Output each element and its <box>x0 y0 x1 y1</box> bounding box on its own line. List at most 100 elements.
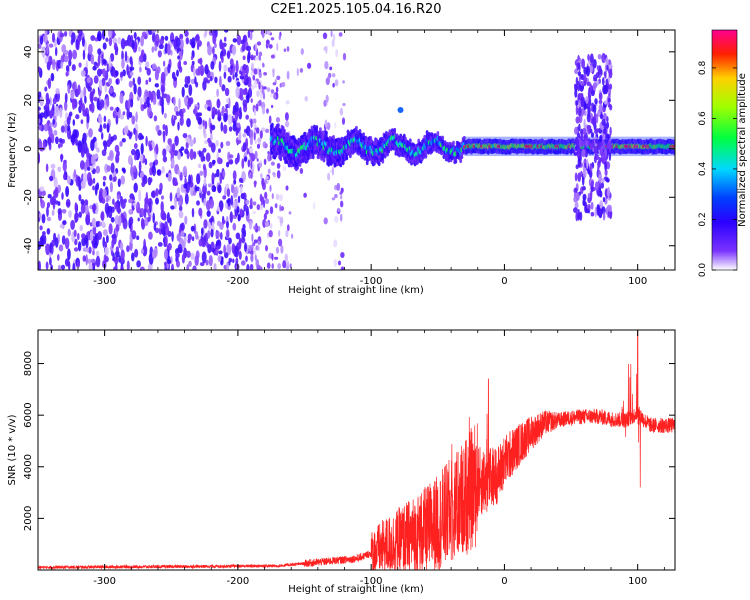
heatmap-cell <box>267 168 271 174</box>
heatmap-cell <box>196 173 201 185</box>
heatmap-cell <box>585 96 589 105</box>
heatmap-cell <box>108 223 113 235</box>
heatmap-cell <box>190 225 195 232</box>
heatmap-cell <box>67 248 71 261</box>
heatmap-cell <box>138 160 142 173</box>
heatmap-cell <box>63 55 69 63</box>
heatmap-cell <box>590 211 595 217</box>
heatmap-cell <box>79 97 83 109</box>
heatmap-cell <box>72 49 78 60</box>
heatmap-cell <box>159 95 162 106</box>
heatmap-cell <box>250 98 253 103</box>
snr-x-label: Height of straight line (km) <box>288 584 424 595</box>
heatmap-cell <box>70 219 75 230</box>
heatmap-cell <box>332 135 335 140</box>
heatmap-cell <box>64 237 70 250</box>
heatmap-cell <box>135 129 138 142</box>
heatmap-cell <box>135 111 138 123</box>
heatmap-cell <box>196 200 200 206</box>
heatmap-cell <box>130 165 134 177</box>
tracking-band-glow <box>464 136 675 157</box>
heatmap-cell <box>78 62 82 68</box>
heatmap-cell <box>252 122 257 129</box>
heatmap-cell <box>185 141 189 149</box>
heatmap-cell <box>215 108 218 115</box>
heatmap-cell <box>236 206 240 214</box>
heatmap-cell <box>146 68 151 76</box>
heatmap-cell <box>39 35 44 45</box>
heatmap-cell <box>128 209 132 215</box>
heatmap-cell <box>80 70 86 77</box>
heatmap-cell <box>89 91 94 103</box>
heatmap-cell <box>247 30 251 39</box>
heatmap-cell <box>280 206 285 211</box>
heatmap-cell <box>607 97 611 103</box>
heatmap-cell <box>303 131 307 137</box>
heatmap-cell <box>74 202 78 212</box>
heatmap-cell <box>286 224 290 232</box>
heatmap-cell <box>222 195 227 200</box>
heatmap-cell <box>249 136 253 146</box>
heatmap-cell <box>223 124 228 134</box>
heatmap-cell <box>46 206 49 218</box>
heatmap-cell <box>227 113 233 126</box>
heatmap-cell <box>223 112 228 123</box>
heatmap-cell <box>240 260 246 266</box>
heatmap-cell <box>303 192 307 198</box>
heatmap-cell <box>207 106 211 111</box>
heatmap-cell <box>220 141 224 149</box>
heatmap-cell <box>194 255 199 267</box>
heatmap-cell <box>160 71 166 84</box>
heatmap-cell <box>345 155 349 161</box>
heatmap-cell <box>73 229 77 238</box>
heatmap-cell <box>217 157 222 165</box>
heatmap-cell <box>223 30 229 33</box>
heatmap-cell <box>271 193 274 200</box>
heatmap-cell <box>249 32 253 41</box>
heatmap-cell <box>144 158 148 166</box>
heatmap-cell <box>109 174 113 181</box>
heatmap-cell <box>242 142 247 152</box>
heatmap-cell <box>160 201 164 213</box>
heatmap-cell <box>102 236 106 248</box>
x-tick-label: -200 <box>227 576 250 587</box>
heatmap-cell <box>349 153 352 159</box>
heatmap-cell <box>176 47 182 52</box>
heatmap-cell <box>206 242 210 249</box>
heatmap-cell <box>599 190 603 198</box>
heatmap-cell <box>583 81 587 87</box>
heatmap-cell <box>162 124 166 131</box>
heatmap-cell <box>205 152 211 162</box>
heatmap-cell <box>143 208 147 219</box>
heatmap-cell <box>210 132 213 142</box>
heatmap-cell <box>88 152 92 165</box>
heatmap-cell <box>332 82 335 88</box>
heatmap-cell <box>71 64 76 72</box>
heatmap-cell <box>163 112 167 119</box>
heatmap-cell <box>58 138 63 143</box>
heatmap-cell <box>310 125 314 130</box>
heatmap-cell <box>198 207 203 217</box>
heatmap-cell <box>176 260 180 268</box>
heatmap-cell <box>219 75 222 88</box>
heatmap-cell <box>232 38 238 43</box>
heatmap-cell <box>165 94 171 103</box>
heatmap-cell <box>88 263 93 270</box>
heatmap-cell <box>198 124 203 130</box>
heatmap-cell <box>71 32 76 43</box>
heatmap-cell <box>134 154 137 161</box>
heatmap-cell <box>258 71 262 79</box>
heatmap-cell <box>51 209 55 216</box>
heatmap-cell <box>236 139 242 144</box>
heatmap-cell <box>266 108 269 114</box>
heatmap-cell <box>602 197 606 203</box>
heatmap-cell <box>57 166 62 173</box>
heatmap-cell <box>64 92 68 103</box>
heatmap-cell <box>145 79 149 85</box>
heatmap-cell <box>592 104 597 114</box>
heatmap-cell <box>577 62 581 70</box>
heatmap-cell <box>71 82 76 91</box>
heatmap-cell <box>259 204 263 211</box>
heatmap-cell <box>103 115 107 123</box>
heatmap-cell <box>577 209 580 214</box>
